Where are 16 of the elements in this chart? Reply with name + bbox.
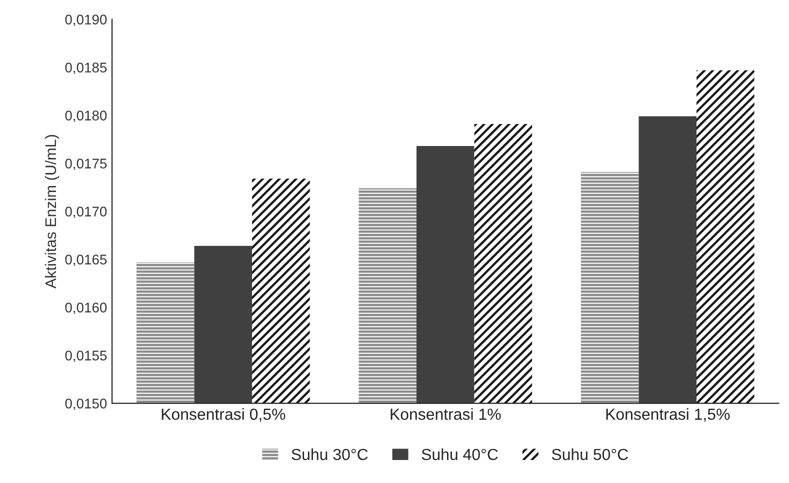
x-tick-label: Konsentrasi 0,5% [162,408,286,422]
legend-label: Suhu 30°C [292,448,368,460]
y-tick-label: 0,0160 [65,302,107,314]
y-tick-label: 0,0185 [65,62,107,74]
y-tick-label: 0,0190 [65,14,107,26]
y-tick-label: 0,0155 [65,350,107,362]
y-tick-label: 0,0180 [65,110,107,122]
legend-label: Suhu 40°C [422,448,498,460]
y-tick-label: 0,0170 [65,206,107,218]
y-tick-label: 0,0150 [65,398,107,410]
legend-label: Suhu 50°C [552,448,628,460]
y-tick-label: 0,0175 [65,158,107,170]
x-tick-label: Konsentrasi 1% [390,408,501,420]
y-axis-title: Aktivitas Enzim (U/mL) [44,135,60,289]
y-tick-label: 0,0165 [65,254,107,266]
x-tick-label: Konsentrasi 1,5% [606,408,730,422]
